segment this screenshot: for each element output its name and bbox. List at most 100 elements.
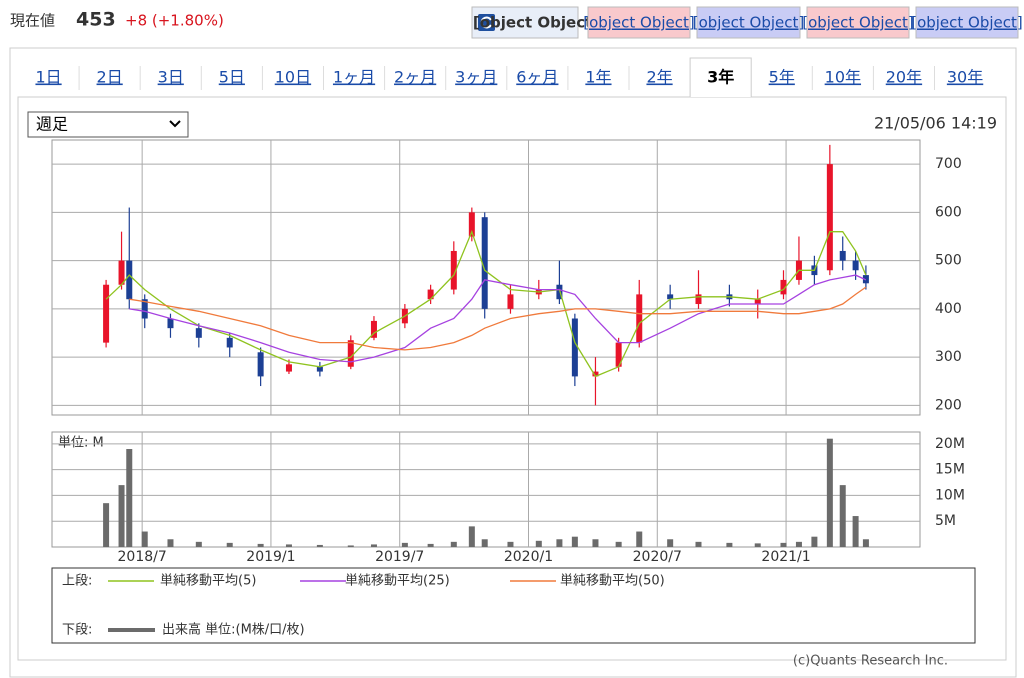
volume-bar	[401, 542, 408, 547]
tab-active[interactable]	[689, 57, 752, 97]
volume-bar	[839, 485, 846, 547]
tab[interactable]: 3日	[158, 68, 184, 87]
tab[interactable]: 2日	[97, 68, 123, 87]
tab[interactable]: 10日	[275, 68, 311, 87]
volume-bar	[103, 503, 110, 547]
tab[interactable]: 2年	[646, 68, 672, 87]
tab[interactable]: 20年	[886, 68, 922, 87]
chart-frame	[17, 96, 1007, 661]
volume-bar	[754, 543, 761, 547]
tab[interactable]: 5日	[219, 68, 245, 87]
select-box[interactable]	[27, 111, 189, 138]
candle-body	[852, 260, 859, 271]
volume-bar	[257, 543, 264, 547]
button-label[interactable]: [object Object]	[802, 14, 914, 32]
period-select[interactable]: 週足	[27, 111, 189, 138]
volume-bar	[141, 531, 148, 547]
legend-volume-text: 出来高 単位:(M株/口/枚)	[162, 622, 305, 638]
y-tick-label: 700	[935, 156, 962, 172]
select-chevron	[169, 120, 181, 128]
volume-bar	[370, 544, 377, 547]
tab[interactable]: 3年	[707, 68, 734, 87]
volume-bar	[316, 544, 323, 547]
volume-bar	[450, 541, 457, 547]
x-tick-label: 2018/7	[118, 549, 167, 565]
tab[interactable]: 6ヶ月	[516, 68, 558, 87]
button[interactable]	[696, 6, 801, 39]
price-change: +8 (+1.80%)	[125, 12, 224, 30]
volume-bar	[571, 536, 578, 547]
candle-body	[481, 217, 488, 309]
volume-bar	[667, 539, 674, 547]
candle-body	[615, 342, 622, 367]
current-price: 453	[76, 9, 116, 31]
candle-body	[141, 299, 148, 319]
volume-bar	[347, 545, 354, 547]
legend-upper: 上段:	[62, 574, 92, 589]
volume-bar	[592, 539, 599, 547]
x-tick-label: 2019/7	[375, 549, 424, 565]
volume-bar	[795, 541, 802, 547]
button-label[interactable]: [object Object]	[473, 14, 599, 32]
candle-body	[285, 364, 292, 372]
y-tick-label: 200	[935, 397, 962, 413]
volume-bar	[118, 485, 125, 547]
timestamp: 21/05/06 14:19	[874, 114, 997, 133]
button-label[interactable]: [object Object]	[693, 14, 805, 32]
button-label[interactable]: [object Object]	[583, 14, 695, 32]
tab[interactable]: 1年	[585, 68, 611, 87]
volume-bar	[167, 539, 174, 547]
button[interactable]	[806, 6, 910, 39]
volume-bar	[195, 541, 202, 547]
y-tick-label: 300	[935, 349, 962, 365]
candle-body	[226, 337, 233, 348]
button[interactable]	[587, 6, 691, 39]
candle-body	[556, 284, 563, 300]
legend-text: 単純移動平均(50)	[560, 573, 665, 589]
button-label[interactable]: [object Object]	[911, 14, 1023, 32]
volume-bar	[468, 526, 475, 547]
volume-bar	[726, 542, 733, 547]
tab[interactable]: 10年	[825, 68, 861, 87]
candle-body	[780, 279, 787, 295]
volume-bar	[636, 531, 643, 547]
candle-body	[839, 250, 846, 261]
candle-body	[118, 260, 125, 285]
y-tick-label: 15M	[935, 462, 965, 478]
x-tick-label: 2020/7	[633, 549, 682, 565]
candle-body	[667, 294, 674, 300]
footer: (c)Quants Research Inc.	[793, 654, 948, 669]
tab[interactable]: 3ヶ月	[455, 68, 497, 87]
volume-bar	[427, 543, 434, 547]
select-text: 週足	[36, 115, 68, 134]
candle-body	[370, 320, 377, 338]
volume-bar	[852, 516, 859, 547]
y-tick-label: 10M	[935, 487, 965, 503]
candle-body	[316, 366, 323, 372]
tab[interactable]: 1ヶ月	[333, 68, 375, 87]
candle-body	[695, 294, 702, 305]
candle-body	[571, 318, 578, 377]
tab[interactable]: 30年	[947, 68, 983, 87]
candle-body	[427, 289, 434, 300]
volume-bar	[126, 449, 133, 547]
candle-body	[636, 294, 643, 343]
candle-body	[592, 371, 599, 377]
volume-bar	[811, 536, 818, 547]
volume-bar	[862, 539, 869, 547]
moving-average	[105, 229, 867, 378]
volume-bar	[535, 540, 542, 547]
tab[interactable]: 1日	[35, 68, 61, 87]
button[interactable]	[915, 6, 1019, 39]
volume-unit: 単位: M	[58, 435, 104, 451]
tab[interactable]: 2ヶ月	[394, 68, 436, 87]
candle-body	[167, 318, 174, 329]
candle-body	[347, 340, 354, 367]
x-tick-label: 2021/1	[761, 549, 810, 565]
refresh-arrow	[480, 16, 492, 29]
moving-average	[129, 274, 867, 363]
tab[interactable]: 5年	[769, 68, 795, 87]
candle-body	[257, 352, 264, 377]
legend-text: 単純移動平均(25)	[345, 573, 450, 589]
